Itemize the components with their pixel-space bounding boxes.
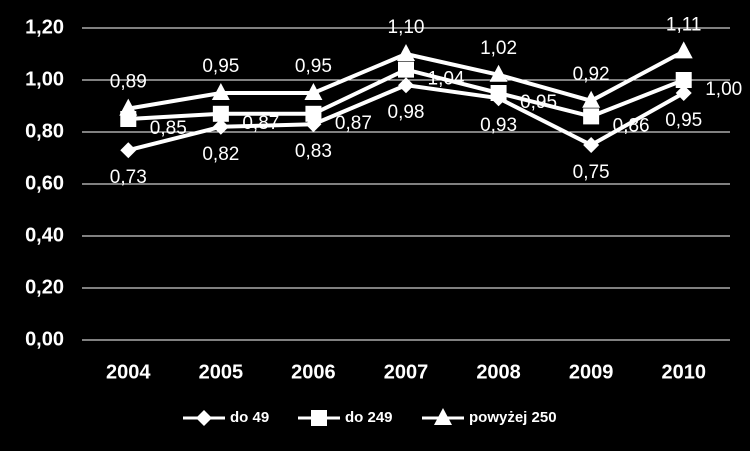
y-tick-label: 0,80 [25,120,64,142]
point-marker [305,105,322,122]
legend-marker [311,410,327,426]
point-marker [489,64,508,82]
data-label: 0,98 [388,102,425,123]
y-tick-label: 1,00 [25,68,64,90]
point-marker [582,90,601,108]
data-label: 0,89 [110,72,147,93]
data-label: 0,95 [202,56,239,77]
y-tick-label: 0,40 [25,224,64,246]
point-marker [675,85,692,101]
point-marker [674,41,693,59]
point-marker [212,118,229,135]
data-label: 0,92 [573,64,610,85]
data-label: 0,93 [480,115,517,136]
x-tick-label: 2007 [384,361,429,383]
data-label: 0,87 [335,113,372,134]
point-marker [675,72,692,88]
x-tick-label: 2004 [106,361,151,383]
data-label: 0,95 [520,92,557,113]
data-label: 0,82 [202,144,239,165]
legend-marker [196,410,212,426]
y-tick-label: 0,20 [25,276,64,298]
point-marker [119,98,138,116]
data-label: 1,00 [705,79,742,100]
data-label: 0,85 [150,118,187,139]
x-tick-label: 2008 [476,361,521,383]
point-marker [583,137,600,153]
data-label: 0,83 [295,141,332,162]
data-label: 0,86 [613,115,650,136]
data-label: 0,95 [665,110,702,131]
point-marker [397,44,415,61]
y-tick-label: 0,00 [25,328,64,350]
legend-label: powyżej 250 [469,409,557,426]
point-marker [304,83,323,100]
legend-label: do 49 [230,409,269,426]
point-marker [490,85,507,101]
legend-label: do 249 [345,409,393,426]
x-tick-label: 2010 [661,361,706,383]
point-marker [583,108,600,125]
data-label: 0,75 [573,162,610,183]
data-label: 1,11 [666,14,702,35]
data-label: 1,02 [480,38,517,59]
legend-marker [434,408,452,425]
point-marker [211,83,230,100]
point-marker [120,142,137,159]
data-label: 1,10 [388,17,425,38]
point-marker [398,77,414,94]
data-label: 0,87 [242,113,279,134]
data-label: 0,95 [295,56,332,77]
y-tick-label: 1,20 [25,16,64,38]
point-marker [212,105,229,122]
data-label: 0,73 [110,167,147,188]
x-tick-label: 2009 [569,361,614,383]
x-tick-label: 2005 [199,361,244,383]
point-marker [398,61,414,78]
y-tick-label: 0,60 [25,172,64,194]
x-tick-label: 2006 [291,361,336,383]
data-label: 1,04 [428,69,465,90]
